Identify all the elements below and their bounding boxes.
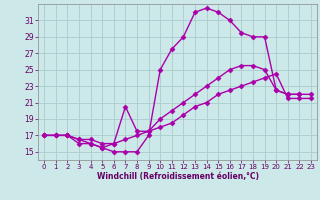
X-axis label: Windchill (Refroidissement éolien,°C): Windchill (Refroidissement éolien,°C) bbox=[97, 172, 259, 181]
